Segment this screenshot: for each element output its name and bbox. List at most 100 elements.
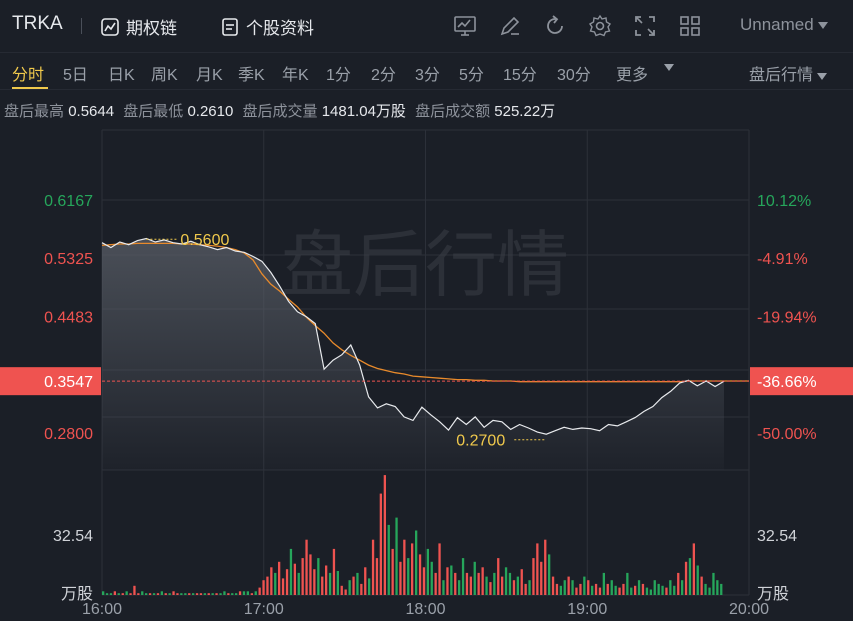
volume-bar: [587, 580, 590, 595]
volume-bar: [109, 593, 113, 595]
layout-selector[interactable]: Unnamed: [740, 15, 828, 35]
tab-more[interactable]: 更多: [616, 67, 649, 84]
average-price-line: [101, 242, 749, 383]
indicator-icon[interactable]: [453, 14, 477, 38]
tab-5min[interactable]: 5分: [459, 67, 484, 84]
tab-1min[interactable]: 1分: [326, 67, 351, 84]
volume-bar: [497, 558, 500, 595]
volume-bar: [262, 580, 265, 595]
time-tick: 20:00: [729, 601, 769, 618]
tab-quarterly-k[interactable]: 季K: [238, 67, 265, 84]
volume-bar: [242, 591, 246, 595]
price-tick: 0.2800: [44, 426, 93, 443]
volume-bar: [325, 565, 328, 595]
after-hours-label: 盘后行情: [749, 67, 814, 84]
volume-bar: [528, 580, 531, 595]
volume-bar: [485, 576, 488, 595]
percent-tick: 10.12%: [757, 193, 811, 210]
volume-bar: [184, 593, 187, 595]
volume-bar: [704, 583, 707, 595]
volume-bar: [383, 475, 386, 595]
refresh-icon[interactable]: [543, 14, 567, 38]
volume-bar: [113, 591, 116, 595]
volume-bar: [211, 593, 214, 595]
tab-yearly-k[interactable]: 年K: [282, 67, 309, 84]
stock-profile-button[interactable]: 个股资料: [220, 14, 314, 39]
volume-bar: [356, 572, 359, 595]
tab-5day[interactable]: 5日: [63, 67, 88, 84]
volume-bar: [634, 585, 637, 595]
volume-bar: [524, 583, 527, 595]
draw-pen-icon[interactable]: [498, 14, 522, 38]
volume-bar: [422, 567, 426, 595]
after-hours-selector[interactable]: 盘后行情: [749, 61, 828, 85]
price-area: [102, 238, 724, 470]
tab-weekly-k[interactable]: 周K: [151, 67, 178, 84]
volume-bar: [258, 587, 261, 595]
volume-bar: [340, 585, 343, 595]
tab-monthly-k[interactable]: 月K: [196, 67, 223, 84]
more-chevron-icon[interactable]: [664, 64, 674, 71]
volume-bar: [645, 587, 649, 595]
volume-bar: [313, 569, 316, 595]
low-label: 盘后最低: [123, 103, 184, 120]
volume-bar: [395, 517, 398, 595]
volume-bar: [137, 593, 140, 595]
volume-bar: [692, 543, 695, 595]
volume-bar: [641, 583, 645, 595]
volume-bar: [673, 585, 676, 595]
gear-icon[interactable]: [588, 14, 612, 38]
volume-bar: [364, 567, 367, 595]
volume-bar: [708, 587, 711, 595]
volume-bar: [328, 572, 332, 595]
volume-bar: [129, 593, 132, 595]
layout-grid-icon[interactable]: [678, 14, 702, 38]
stock-profile-label: 个股资料: [246, 19, 314, 38]
fullscreen-icon[interactable]: [633, 14, 657, 38]
volume-bar: [493, 572, 496, 595]
volume-bar: [309, 554, 312, 595]
amount-label: 盘后成交额: [415, 103, 491, 120]
volume-bar: [473, 561, 476, 595]
chart-doc-icon: [101, 17, 119, 36]
tab-intraday[interactable]: 分时: [12, 67, 45, 84]
volume-bar: [418, 554, 422, 595]
current-percent-tag: [750, 367, 853, 396]
volume-bar: [583, 576, 586, 595]
tab-3min[interactable]: 3分: [415, 67, 440, 84]
volume-bar: [544, 539, 547, 595]
chevron-down-icon: [817, 73, 828, 80]
options-chain-button[interactable]: 期权链: [100, 14, 177, 39]
volume-bar: [192, 593, 195, 595]
volume-bar: [630, 587, 633, 595]
volume-bar: [465, 572, 469, 595]
percent-tick: -50.00%: [757, 426, 817, 443]
tab-15min[interactable]: 15分: [503, 67, 537, 84]
price-tick: 0.4483: [44, 309, 93, 326]
volume-bar: [446, 567, 449, 595]
volume-bar: [172, 591, 175, 595]
volume-bar: [469, 576, 472, 595]
active-tab-indicator: [12, 87, 48, 89]
amount-value: 525.22万: [494, 103, 556, 120]
volume-bar: [238, 591, 242, 595]
volume-bar: [438, 543, 441, 595]
volume-bar: [278, 561, 281, 595]
volume-bar: [594, 583, 598, 595]
volume-bar: [700, 576, 703, 595]
percent-tick: -19.94%: [757, 309, 817, 326]
tab-30min[interactable]: 30分: [557, 67, 591, 84]
volume-bar: [669, 580, 672, 595]
percent-tick: -4.91%: [757, 251, 808, 268]
current-price-tag: [0, 367, 101, 396]
volume-bar: [512, 580, 516, 595]
high-value: 0.5644: [68, 103, 115, 120]
volume-bar: [391, 548, 394, 595]
volume-bar: [231, 593, 234, 595]
volume-bar: [199, 593, 203, 595]
volume-bar: [681, 580, 684, 595]
tab-2min[interactable]: 2分: [371, 67, 396, 84]
tab-daily-k[interactable]: 日K: [108, 67, 135, 84]
volume-bar: [289, 548, 293, 595]
